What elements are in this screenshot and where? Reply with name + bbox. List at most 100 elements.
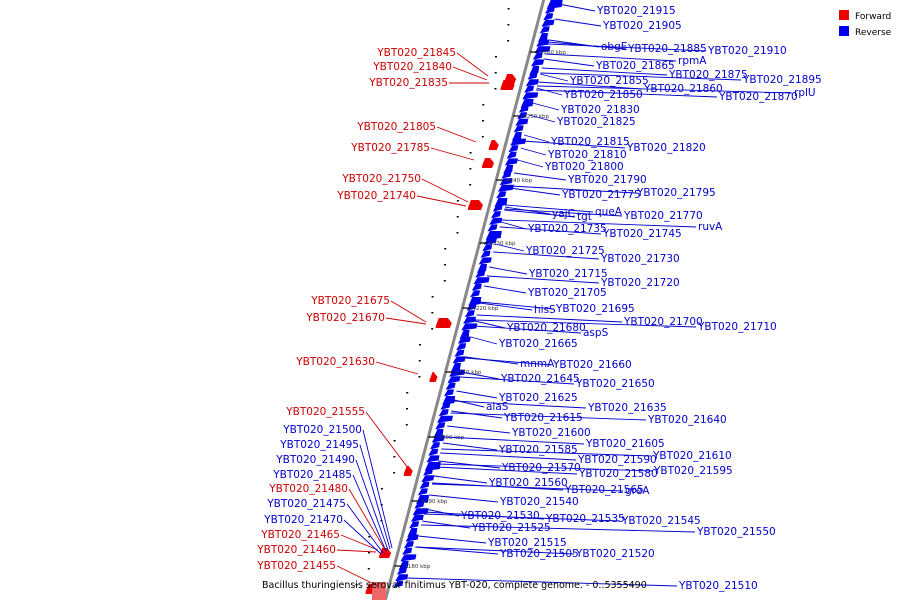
minor-tick <box>444 264 447 266</box>
reverse-gene-block <box>524 85 535 93</box>
label-connector <box>479 301 555 310</box>
label-connector <box>346 503 384 554</box>
gene-label: YBT020_21785 <box>350 142 430 154</box>
gene-label: YBT020_21695 <box>555 303 635 315</box>
gene-label: YBT020_21770 <box>623 210 703 222</box>
reverse-gene-block <box>515 118 529 126</box>
label-connector <box>493 251 600 260</box>
gene-label: YBT020_21605 <box>585 438 665 450</box>
label-connector <box>545 53 677 62</box>
label-connector <box>456 390 498 399</box>
gene-label: YBT020_21835 <box>368 77 448 89</box>
label-connector <box>424 513 621 522</box>
minor-tick <box>469 184 472 186</box>
forward-gene-arrow <box>482 158 495 168</box>
reverse-gene-block <box>496 191 507 199</box>
reverse-gene-block <box>463 316 477 324</box>
reverse-gene-block <box>403 541 414 549</box>
label-connector <box>523 134 550 143</box>
reverse-gene-block <box>423 468 434 476</box>
label-connector <box>536 85 793 94</box>
gene-label: aspS <box>583 327 609 339</box>
reverse-gene-block <box>497 184 514 192</box>
gene-label: YBT020_21905 <box>602 20 682 32</box>
reverse-gene-block <box>532 52 543 60</box>
label-connector <box>434 475 488 484</box>
minor-tick <box>494 88 497 90</box>
label-connector <box>541 67 668 76</box>
gene-label: YBT020_21530 <box>460 510 540 522</box>
minor-tick <box>368 552 371 554</box>
forward-gene-arrow <box>403 466 413 476</box>
gene-label: YBT020_21730 <box>600 253 680 265</box>
reverse-gene-block <box>428 448 439 456</box>
tick-label: 4260 kbp <box>540 50 566 56</box>
label-connector <box>504 208 623 217</box>
gene-label: YBT020_21720 <box>600 277 680 289</box>
label-connector <box>352 474 387 552</box>
gene-label: greA <box>625 485 650 497</box>
reverse-gene-block <box>522 92 539 100</box>
minor-tick <box>406 408 409 410</box>
label-connector <box>407 577 678 587</box>
label-connector <box>365 411 409 469</box>
reverse-gene-block <box>541 19 555 27</box>
reverse-gene-block <box>412 508 429 516</box>
label-connector <box>422 520 471 529</box>
minor-tick <box>431 296 434 298</box>
gene-label: YBT020_21550 <box>696 526 776 538</box>
label-connector <box>558 3 596 12</box>
reverse-gene-block <box>393 580 404 588</box>
genome-caption: Bacillus thuringiensis serovar finitimus… <box>262 580 647 591</box>
minor-tick <box>444 248 447 250</box>
minor-tick <box>469 152 472 154</box>
gene-label: YBT020_21465 <box>260 529 340 541</box>
label-connector <box>416 195 467 207</box>
label-connector <box>340 534 379 551</box>
minor-tick <box>507 8 510 10</box>
gene-label: queA <box>595 206 623 218</box>
label-connector <box>495 243 525 252</box>
label-connector <box>441 448 652 457</box>
gene-label: YBT020_21885 <box>627 43 707 55</box>
minor-tick <box>456 200 459 202</box>
minor-tick <box>418 344 421 346</box>
gene-label: YBT020_21660 <box>552 359 632 371</box>
gene-label: YBT020_21580 <box>578 468 658 480</box>
gene-label: YBT020_21635 <box>587 402 667 414</box>
tick-label: 4240 kbp <box>506 178 532 184</box>
legend-forward-swatch <box>839 10 849 20</box>
gene-label: YBT020_21630 <box>295 356 375 368</box>
label-connector <box>536 87 563 96</box>
minor-tick <box>393 472 396 474</box>
reverse-gene-block <box>489 217 503 225</box>
minor-tick <box>456 232 459 234</box>
gene-label: YBT020_21865 <box>595 60 675 72</box>
label-connector <box>538 81 643 90</box>
reverse-gene-block <box>457 336 471 344</box>
gene-label: YBT020_21735 <box>527 223 607 235</box>
label-connector <box>429 494 499 503</box>
reverse-gene-block <box>438 409 449 417</box>
gene-label: rplU <box>794 87 816 99</box>
reverse-gene-block <box>436 415 453 423</box>
reverse-gene-block <box>409 521 420 529</box>
reverse-gene-block <box>464 310 475 318</box>
gene-label: YBT020_21540 <box>499 496 579 508</box>
gene-label: YBT020_21545 <box>621 515 701 527</box>
gene-label: YBT020_21460 <box>256 544 336 556</box>
minor-tick <box>431 312 434 314</box>
gene-label: YBT020_21670 <box>305 312 385 324</box>
gene-label: YBT020_21875 <box>668 69 748 81</box>
label-connector <box>473 325 582 334</box>
gene-label: YBT020_21510 <box>678 580 758 592</box>
gene-labels: YBT020_21845 YBT020_21840 YBT020_21835 YBT0… <box>256 5 821 592</box>
legend-reverse-label: Reverse <box>855 28 892 38</box>
minor-tick <box>481 136 484 138</box>
label-connector <box>442 442 498 451</box>
gene-label: YBT020_21915 <box>596 5 676 17</box>
reverse-gene-block <box>456 343 467 351</box>
tick-label: 4180 kbp <box>404 564 430 570</box>
forward-gene-arrow <box>429 372 438 382</box>
gene-label: YBT020_21640 <box>647 414 727 426</box>
